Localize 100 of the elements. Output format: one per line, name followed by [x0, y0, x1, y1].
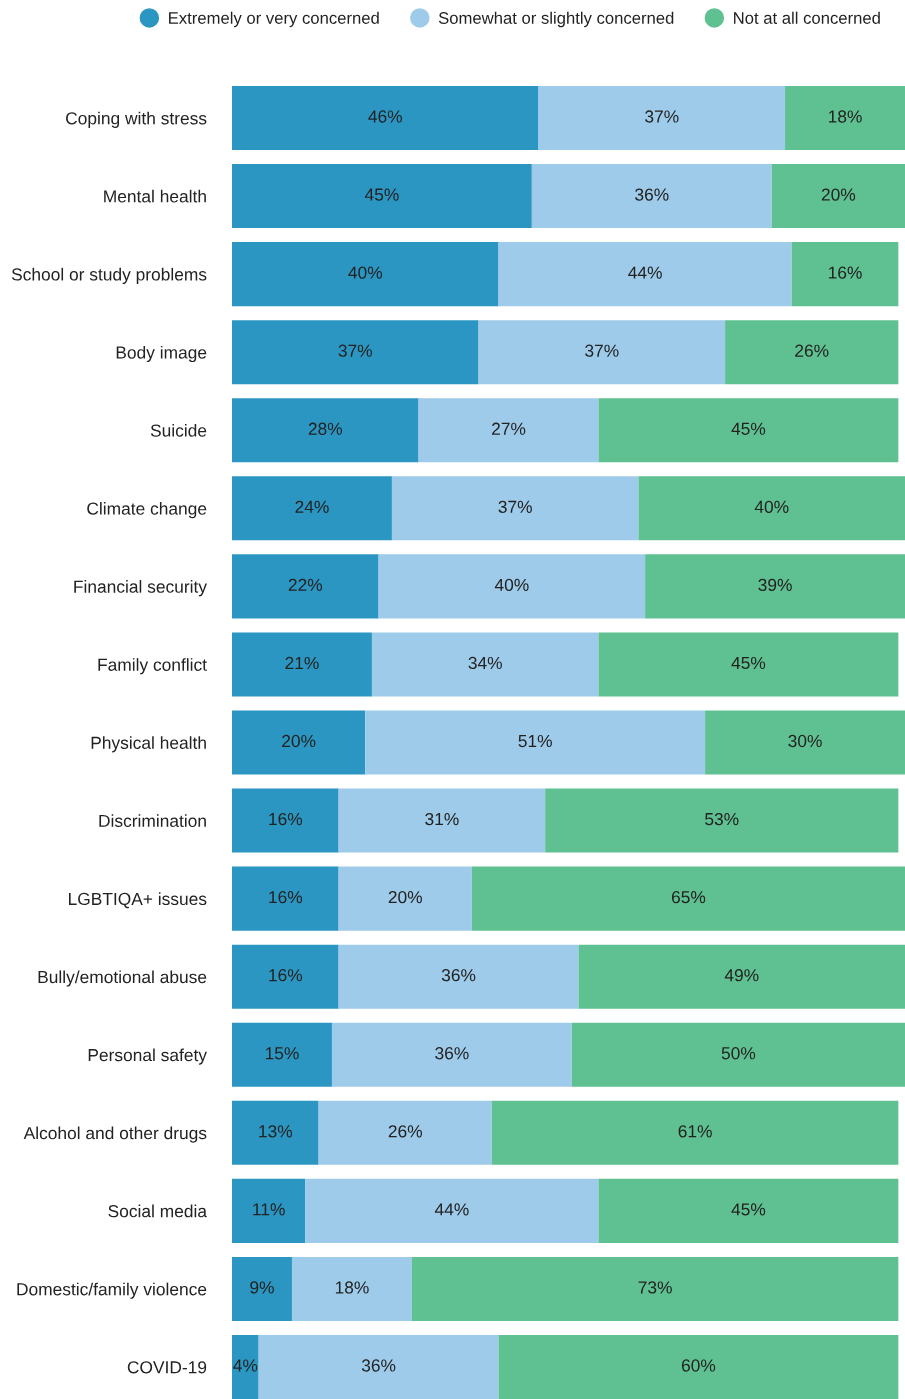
bar	[338, 944, 579, 1009]
bar	[545, 788, 899, 853]
bar	[378, 554, 646, 619]
bar	[491, 1100, 899, 1165]
data-label: 50%	[721, 1047, 756, 1060]
data-label: 53%	[705, 812, 739, 826]
y-tick-label: LGBTIQA+ issues	[69, 892, 207, 909]
bar	[232, 554, 379, 619]
y-tick-label: Physical health	[91, 736, 206, 753]
data-label: 39%	[758, 578, 792, 592]
bar	[232, 866, 339, 931]
bar	[411, 1256, 899, 1321]
data-label: 36%	[441, 969, 476, 982]
data-label: 44%	[434, 1203, 469, 1216]
bar	[232, 86, 539, 151]
data-label: 31%	[425, 812, 459, 826]
data-label: 13%	[259, 1125, 293, 1138]
bar	[232, 632, 372, 697]
y-tick-label: School or study problems	[11, 267, 207, 285]
y-tick-label: Mental health	[104, 189, 206, 203]
data-label: 9%	[250, 1281, 274, 1294]
data-label: 16%	[269, 969, 303, 982]
bar	[725, 320, 899, 385]
data-label: 40%	[494, 578, 529, 592]
bar	[232, 710, 366, 775]
bar	[232, 788, 339, 853]
bar	[338, 788, 546, 853]
bar	[598, 398, 899, 463]
y-tick-label: Personal safety	[88, 1048, 207, 1065]
data-label: 28%	[308, 422, 343, 435]
data-label: 40%	[754, 500, 789, 513]
bar	[232, 164, 532, 229]
legend-label: Somewhat or slightly concerned	[438, 11, 674, 28]
bar	[531, 164, 772, 229]
data-label: 20%	[388, 890, 422, 904]
bar	[598, 1178, 899, 1243]
bar	[318, 1100, 492, 1165]
data-label: 45%	[731, 422, 766, 435]
y-tick-label: Bully/emotional abuse	[38, 970, 207, 987]
bar	[232, 476, 392, 541]
bar	[638, 476, 905, 541]
y-tick-label: Social media	[108, 1204, 207, 1218]
bar	[338, 866, 472, 931]
bar	[705, 710, 905, 775]
data-label: 15%	[265, 1047, 299, 1060]
y-tick-label: COVID-19	[127, 1361, 207, 1374]
data-label: 46%	[368, 110, 403, 123]
bar	[538, 86, 786, 151]
data-label: 18%	[828, 110, 862, 123]
y-tick-label: Discrimination	[99, 814, 206, 828]
data-label: 22%	[288, 578, 323, 591]
data-label: 60%	[681, 1359, 716, 1372]
data-label: 24%	[295, 500, 329, 513]
data-label: 26%	[388, 1125, 422, 1138]
bar	[232, 1178, 306, 1243]
bar	[645, 554, 905, 619]
bar	[598, 632, 899, 697]
data-label: 37%	[498, 500, 532, 513]
bar	[365, 710, 706, 775]
data-label: 21%	[285, 656, 319, 670]
data-label: 44%	[628, 266, 662, 279]
y-tick-label: Financial security	[74, 580, 207, 597]
data-label: 40%	[348, 266, 383, 279]
bar	[498, 242, 792, 307]
bar	[371, 632, 599, 697]
data-label: 16%	[269, 812, 303, 826]
data-label: 30%	[788, 734, 822, 748]
bar	[305, 1178, 599, 1243]
bar	[578, 944, 905, 1009]
legend-label: Not at all concerned	[734, 11, 880, 24]
bar	[232, 398, 419, 463]
y-tick-label: Body image	[116, 345, 207, 363]
data-label: 18%	[335, 1281, 369, 1294]
bar	[331, 1022, 572, 1087]
data-label: 16%	[828, 266, 862, 279]
data-label: 26%	[795, 344, 829, 357]
data-label: 36%	[435, 1047, 469, 1060]
bar	[571, 1022, 905, 1087]
data-label: 45%	[364, 188, 399, 201]
bar	[391, 476, 639, 541]
bar	[232, 1022, 332, 1087]
bar	[471, 866, 905, 931]
bar	[232, 242, 499, 307]
bar	[232, 1100, 319, 1165]
y-tick-label: Suicide	[150, 423, 207, 437]
bar	[771, 164, 905, 229]
y-tick-label: Alcohol and other drugs	[23, 1126, 207, 1143]
bar	[232, 1256, 292, 1321]
data-label: 11%	[253, 1203, 285, 1216]
y-tick-label: Climate change	[87, 502, 207, 519]
bar	[498, 1334, 899, 1399]
data-label: 73%	[638, 1281, 672, 1294]
data-label: 20%	[282, 734, 316, 748]
data-label: 4%	[233, 1359, 258, 1372]
bar	[232, 320, 479, 385]
bar	[232, 944, 339, 1009]
data-label: 36%	[635, 188, 669, 201]
data-label: 36%	[361, 1359, 396, 1372]
bar	[258, 1334, 499, 1399]
bar	[478, 320, 726, 385]
